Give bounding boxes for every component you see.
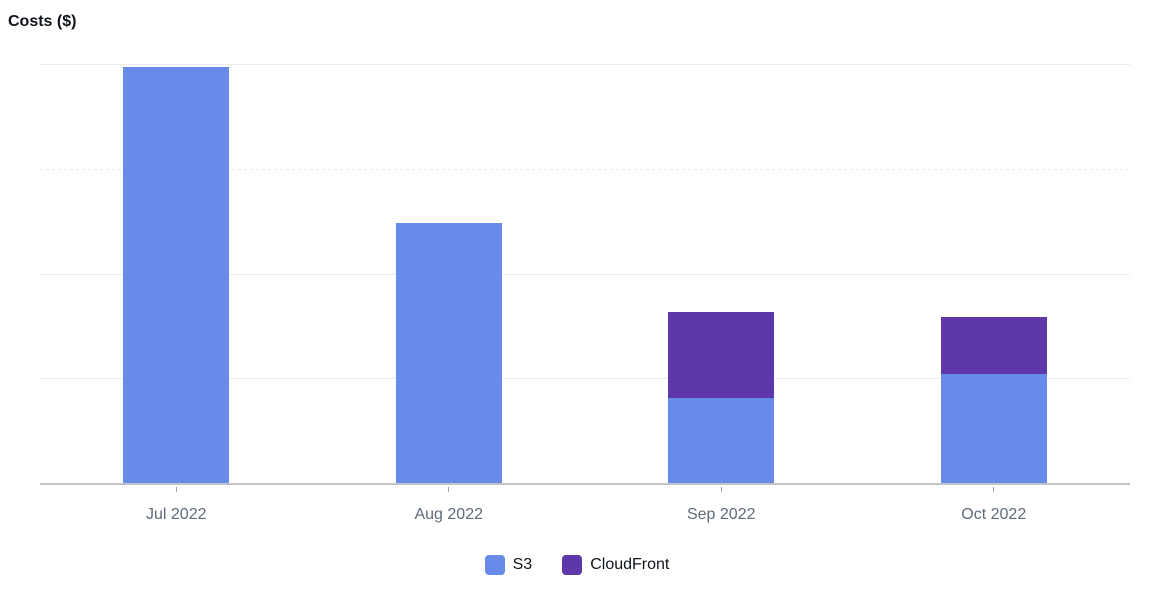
x-axis-label-oct-2022: Oct 2022 bbox=[961, 506, 1027, 523]
gridline bbox=[40, 378, 1130, 380]
x-axis-label-jul-2022: Jul 2022 bbox=[146, 506, 207, 523]
x-axis-tick bbox=[448, 487, 450, 492]
tick-slot bbox=[858, 487, 1131, 492]
bars-layer bbox=[40, 64, 1130, 483]
x-axis-tick bbox=[720, 487, 722, 492]
gridline bbox=[40, 273, 1130, 275]
bar-slot-oct-2022 bbox=[858, 64, 1131, 483]
bar-slot-sep-2022 bbox=[585, 64, 858, 483]
tick-slot bbox=[313, 487, 586, 492]
bar-stack-aug-2022 bbox=[395, 64, 502, 483]
legend: S3 CloudFront bbox=[0, 555, 1154, 575]
bar-stack-jul-2022 bbox=[123, 64, 230, 483]
x-axis-tick bbox=[175, 487, 177, 492]
bar-slot-aug-2022 bbox=[313, 64, 586, 483]
bar-segment-cloudfront-oct-2022[interactable] bbox=[940, 317, 1047, 374]
legend-item-cloudfront[interactable]: CloudFront bbox=[562, 555, 669, 575]
gridline bbox=[40, 64, 1130, 65]
x-axis-tick bbox=[993, 487, 995, 492]
bar-segment-s3-sep-2022[interactable] bbox=[668, 398, 775, 483]
x-axis-ticks bbox=[40, 487, 1130, 492]
tick-slot bbox=[40, 487, 313, 492]
bar-segment-s3-jul-2022[interactable] bbox=[123, 66, 230, 483]
bar-segment-cloudfront-sep-2022[interactable] bbox=[668, 311, 775, 399]
chart-title: Costs ($) bbox=[8, 13, 77, 30]
x-axis-labels: Jul 2022 Aug 2022 Sep 2022 Oct 2022 bbox=[40, 506, 1130, 524]
legend-item-s3[interactable]: S3 bbox=[484, 555, 533, 575]
tick-slot bbox=[585, 487, 858, 492]
legend-label-s3: S3 bbox=[512, 556, 533, 573]
plot-area bbox=[40, 64, 1130, 485]
legend-label-cloudfront: CloudFront bbox=[590, 556, 670, 573]
legend-swatch-s3 bbox=[484, 555, 505, 575]
gridline bbox=[40, 168, 1130, 170]
x-axis-label-sep-2022: Sep 2022 bbox=[686, 506, 756, 523]
bar-segment-s3-aug-2022[interactable] bbox=[395, 223, 502, 483]
bar-stack-sep-2022 bbox=[668, 64, 775, 483]
x-axis-label-aug-2022: Aug 2022 bbox=[414, 506, 483, 523]
bar-stack-oct-2022 bbox=[940, 64, 1047, 483]
bar-segment-s3-oct-2022[interactable] bbox=[940, 373, 1047, 483]
bar-slot-jul-2022 bbox=[40, 64, 313, 483]
legend-swatch-cloudfront bbox=[562, 555, 583, 575]
